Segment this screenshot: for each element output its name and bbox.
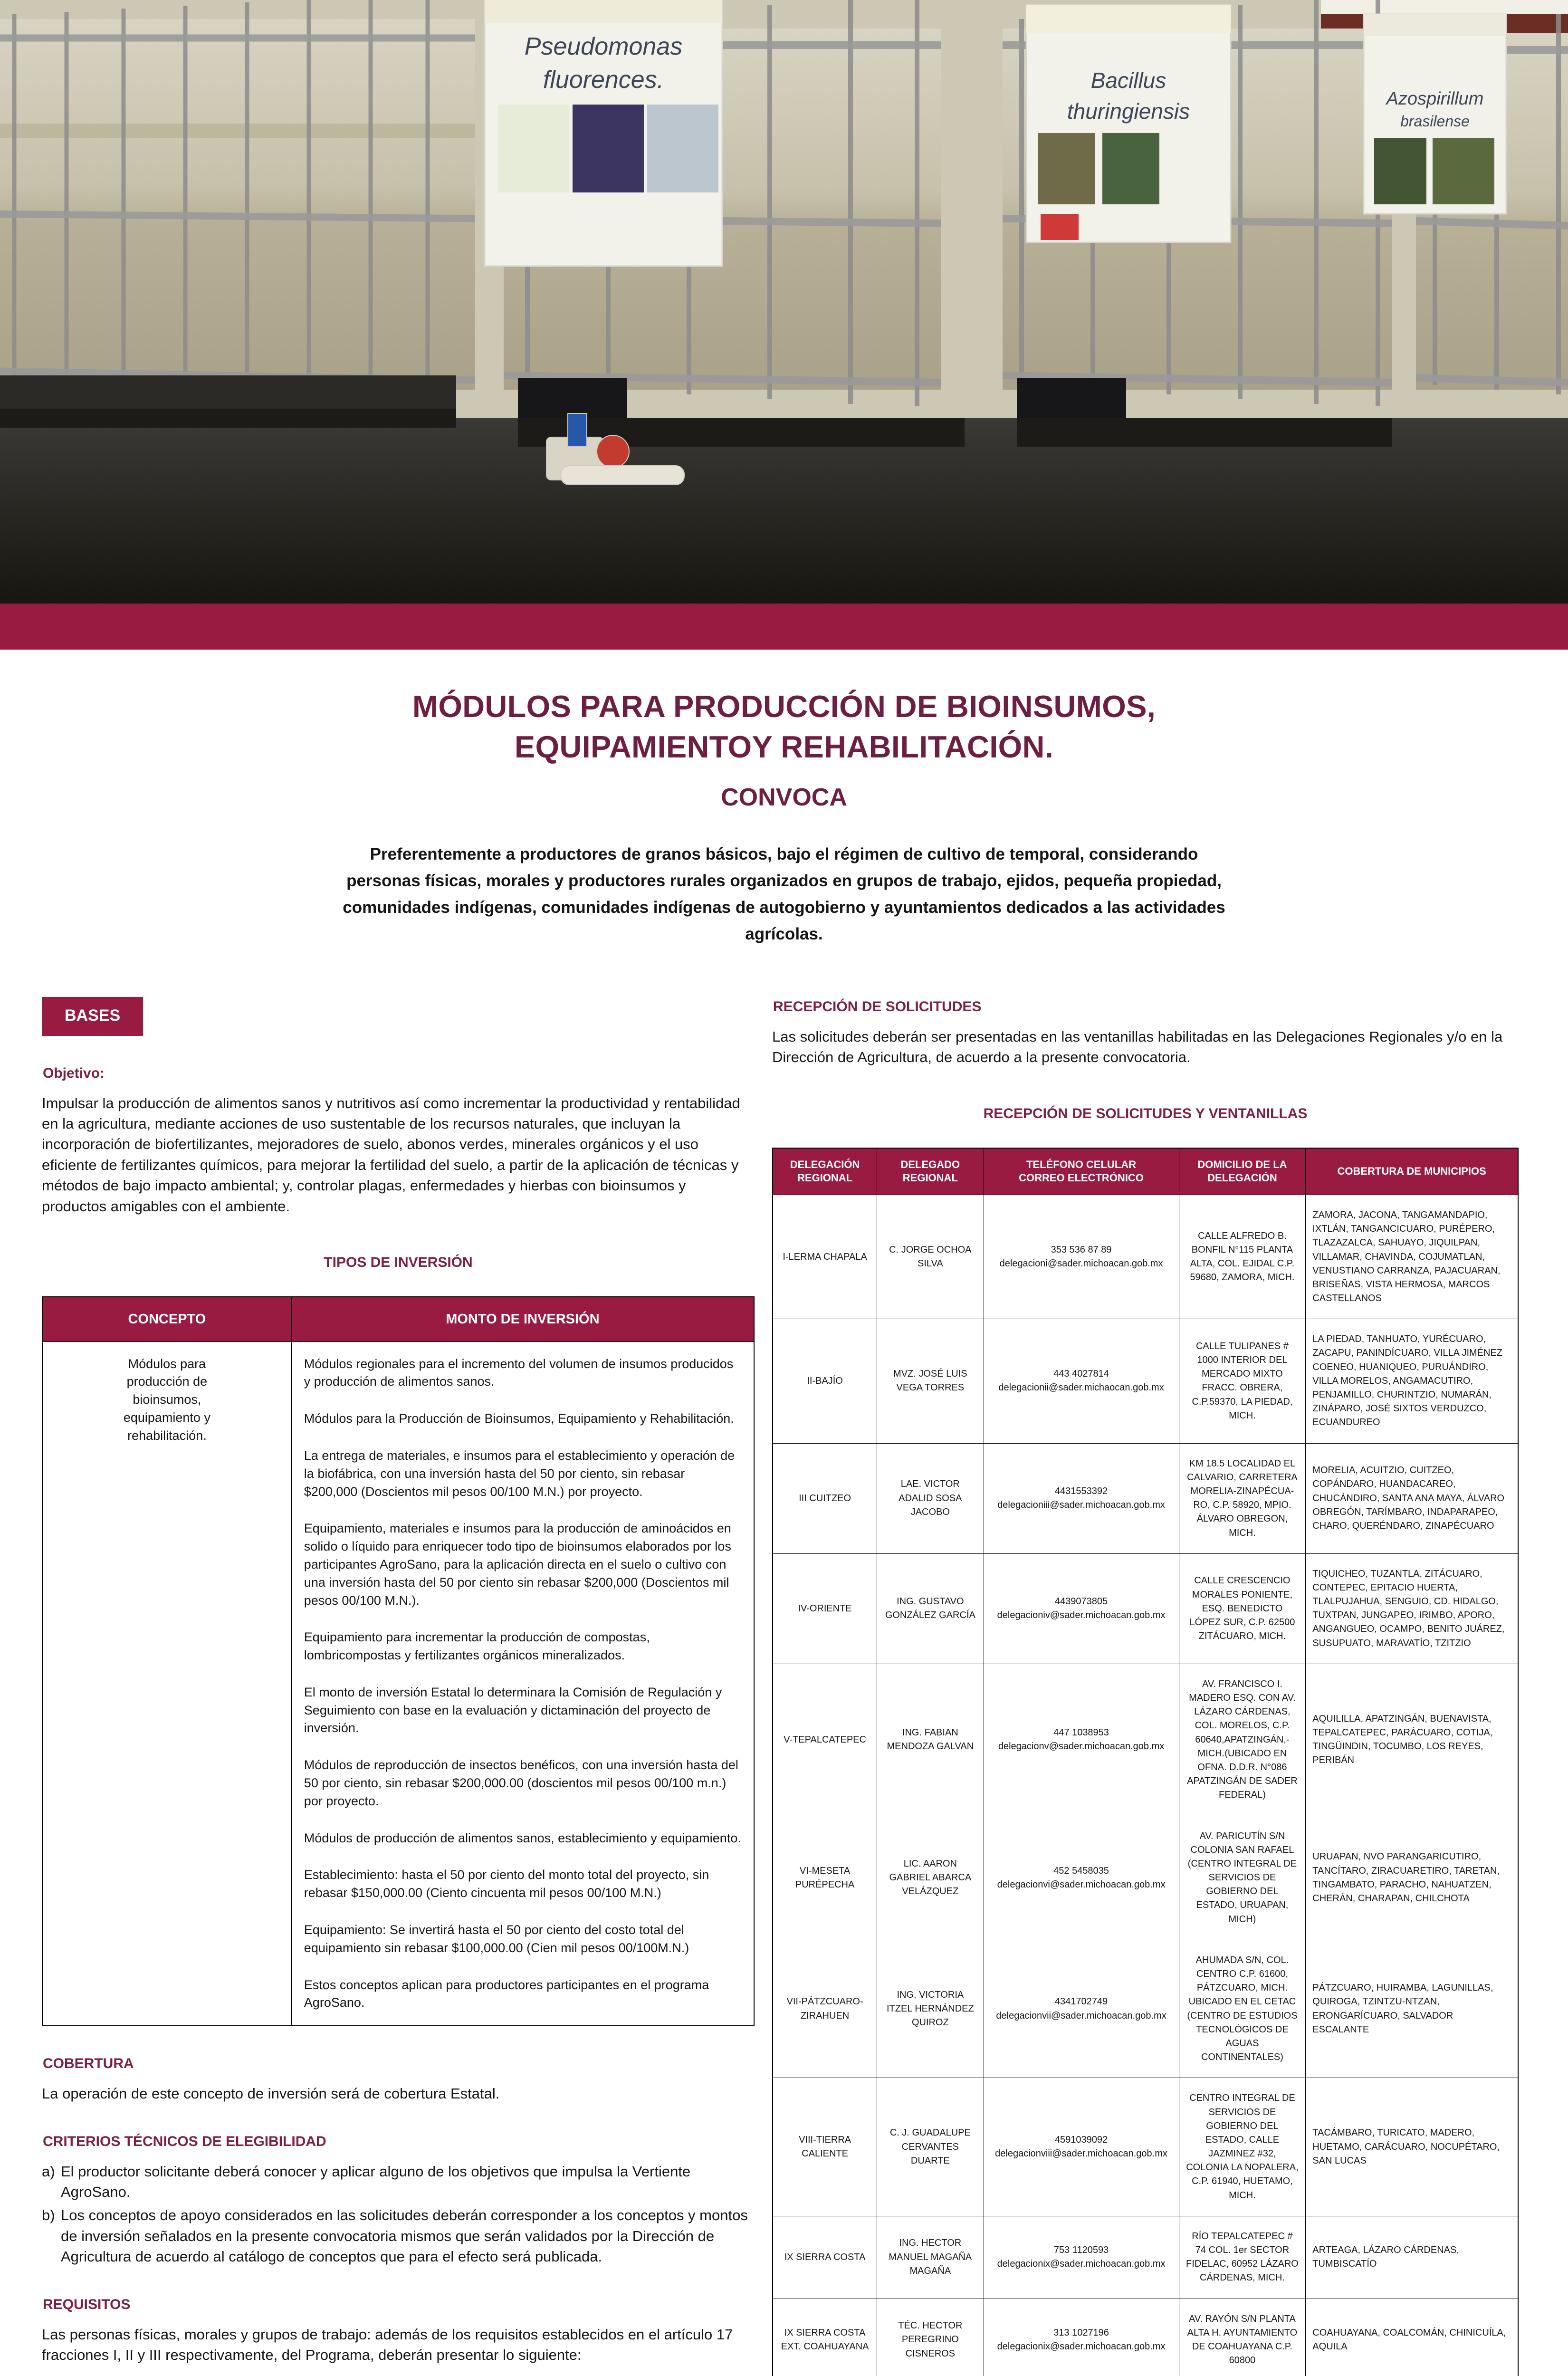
- svg-text:brasilense: brasilense: [1400, 113, 1470, 130]
- svg-text:thuringiensis: thuringiensis: [1067, 99, 1190, 124]
- svg-text:fluorences.: fluorences.: [543, 66, 664, 94]
- svg-text:Bacillus: Bacillus: [1091, 68, 1166, 93]
- svg-text:Pseudomonas: Pseudomonas: [525, 33, 682, 60]
- svg-text:Azospirillum: Azospirillum: [1386, 89, 1484, 109]
